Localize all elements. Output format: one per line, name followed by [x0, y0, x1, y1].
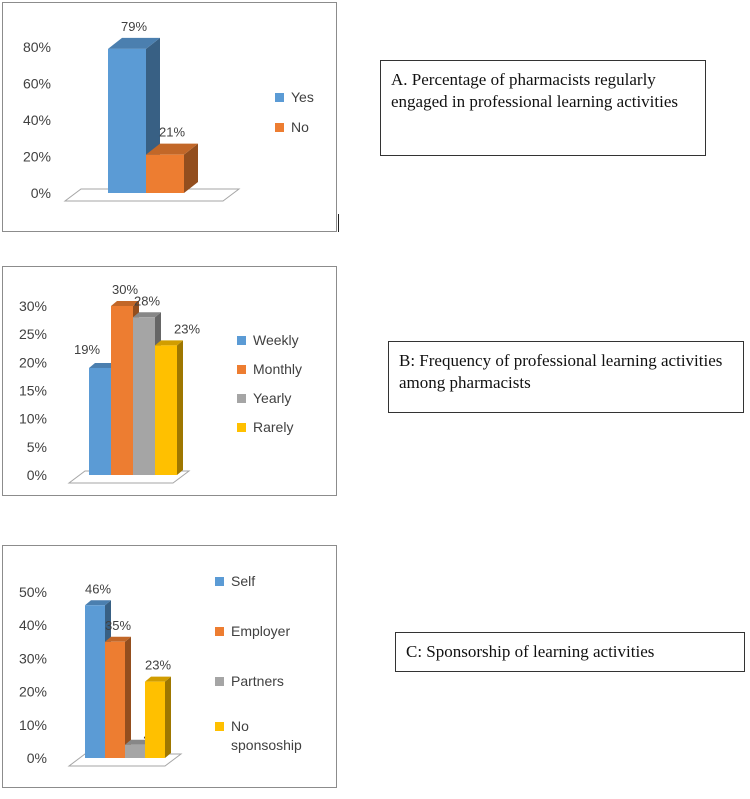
chart-panel-a: 0% 20% 40% 60% 80% 79% 21% Yes No [2, 2, 337, 232]
bar-top [145, 676, 171, 682]
data-label: 21% [159, 125, 185, 140]
chart-panel-b: 0% 5% 10% 15% 20% 25% 30% 19% 30% 28% 23% Weekly Mon… [2, 266, 337, 496]
legend-swatch [275, 93, 284, 102]
data-label: 46% [85, 581, 111, 596]
bar-top [108, 37, 160, 49]
caption-b: B: Frequency of professional learning ac… [388, 341, 744, 413]
legend-swatch [215, 627, 224, 636]
y-tick-label: 0% [31, 185, 51, 201]
data-label: 19% [74, 342, 100, 357]
bar [85, 605, 105, 758]
legend-label: No [231, 718, 249, 734]
bar [145, 681, 165, 758]
legend-label: Employer [231, 623, 290, 639]
y-tick-label: 30% [19, 298, 47, 314]
bar-top [89, 362, 117, 368]
legend-swatch [215, 677, 224, 686]
legend-swatch [215, 722, 224, 731]
legend-swatch [237, 423, 246, 432]
y-tick-label: 20% [23, 149, 51, 165]
bar-side [184, 143, 198, 193]
bar [155, 345, 177, 475]
y-tick-label: 40% [23, 112, 51, 128]
legend-swatch [237, 365, 246, 374]
bar-side [165, 676, 171, 758]
data-label: 30% [112, 282, 138, 297]
y-tick-label: 5% [27, 439, 47, 455]
bar [125, 744, 145, 758]
legend-swatch [237, 394, 246, 403]
bar-top [133, 312, 161, 318]
chart-b: 0%5%10%15%20%25%30%19%30%28%23%WeeklyMon… [19, 282, 302, 484]
legend-label: Rarely [253, 419, 293, 435]
bar-top [125, 739, 151, 745]
y-tick-label: 80% [23, 39, 51, 55]
legend-label: Yes [291, 89, 314, 105]
data-label: 35% [105, 618, 131, 633]
y-tick-label: 20% [19, 684, 47, 700]
y-tick-label: 15% [19, 383, 47, 399]
bar [108, 48, 146, 194]
bar-side [177, 340, 183, 475]
legend-label: Self [231, 573, 255, 589]
bar-top [155, 340, 183, 346]
data-label: 79% [121, 19, 147, 34]
legend-label: Partners [231, 673, 284, 689]
data-label: 28% [134, 293, 160, 308]
legend-label: sponsoship [231, 737, 302, 753]
y-tick-label: 10% [19, 411, 47, 427]
y-tick-label: 60% [23, 76, 51, 92]
y-tick-label: 0% [27, 467, 47, 483]
legend-label: Weekly [253, 332, 299, 348]
legend-label: Monthly [253, 361, 302, 377]
divider-line [338, 214, 339, 232]
chart-a: 0% 20% 40% 60% 80% 79% 21% Yes No [23, 19, 314, 202]
y-tick-label: 50% [19, 584, 47, 600]
chart-panel-c: 0%10%20%30%40%50%46%35%4%23%SelfEmployer… [2, 545, 337, 788]
bar-top [146, 143, 198, 155]
legend-swatch [215, 577, 224, 586]
caption-a: A. Percentage of pharmacists regularly e… [380, 60, 706, 156]
y-tick-label: 10% [19, 717, 47, 733]
data-label: 23% [174, 321, 200, 336]
chart-c: 0%10%20%30%40%50%46%35%4%23%SelfEmployer… [19, 573, 302, 767]
y-tick-label: 0% [27, 750, 47, 766]
bar-side [125, 636, 131, 758]
bar [146, 154, 184, 193]
bar-top [111, 301, 139, 306]
y-tick-label: 25% [19, 326, 47, 342]
y-tick-label: 30% [19, 650, 47, 666]
y-tick-label: 40% [19, 617, 47, 633]
bar-top [85, 600, 111, 606]
legend-label: No [291, 119, 309, 135]
bar [111, 306, 133, 475]
data-label: 23% [145, 658, 171, 673]
legend-swatch [275, 123, 284, 132]
legend-swatch [237, 336, 246, 345]
bar [89, 367, 111, 475]
caption-c: C: Sponsorship of learning activities [395, 632, 745, 672]
bar [105, 641, 125, 758]
legend-label: Yearly [253, 390, 291, 406]
bar [133, 317, 155, 475]
bar-top [105, 636, 131, 642]
y-tick-label: 20% [19, 354, 47, 370]
